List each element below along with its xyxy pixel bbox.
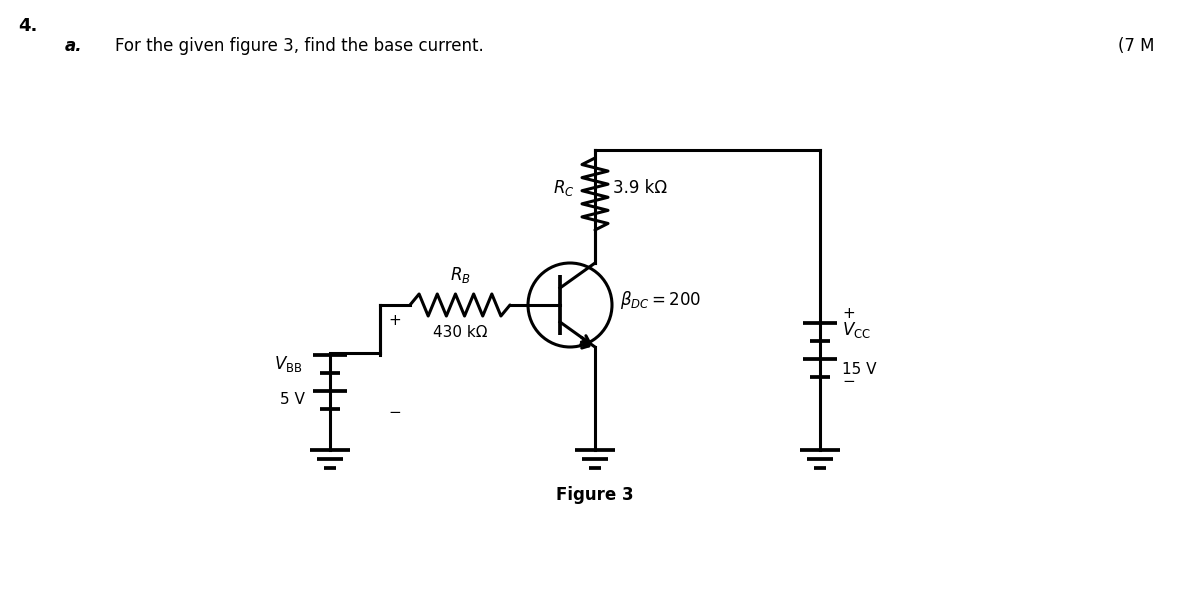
Text: $R_C$: $R_C$ [553, 178, 575, 198]
Text: 3.9 kΩ: 3.9 kΩ [613, 179, 667, 197]
Text: (7 M: (7 M [1118, 37, 1154, 55]
Text: −: − [842, 374, 854, 390]
Text: 15 V: 15 V [842, 362, 876, 378]
Text: Figure 3: Figure 3 [556, 486, 634, 504]
Text: a.: a. [65, 37, 83, 55]
Text: For the given figure 3, find the base current.: For the given figure 3, find the base cu… [115, 37, 484, 55]
Text: $R_B$: $R_B$ [450, 265, 470, 285]
Text: $V_{\mathrm{CC}}$: $V_{\mathrm{CC}}$ [842, 320, 871, 340]
Text: 430 kΩ: 430 kΩ [433, 325, 487, 340]
Text: +: + [842, 306, 854, 321]
Text: +: + [388, 313, 401, 328]
Text: 5 V: 5 V [280, 393, 305, 408]
Text: −: − [388, 405, 401, 420]
Text: 4.: 4. [18, 17, 37, 35]
Text: $V_{\mathrm{BB}}$: $V_{\mathrm{BB}}$ [274, 354, 302, 374]
Text: $\beta_{DC}$ = 200: $\beta_{DC}$ = 200 [620, 289, 701, 311]
